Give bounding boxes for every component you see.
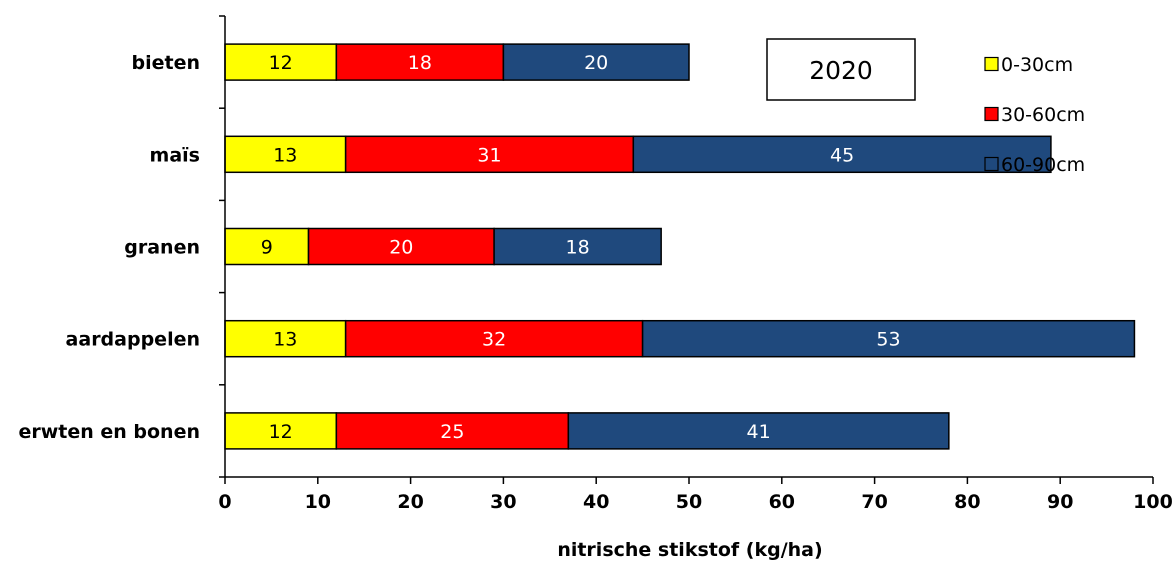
legend-swatch	[984, 106, 999, 122]
bar-segment	[567, 412, 950, 450]
category-label: maïs	[150, 144, 200, 166]
bar-value-label: 25	[440, 421, 464, 443]
x-tick-label: 70	[861, 491, 887, 513]
bar-value-label: 41	[747, 421, 771, 443]
legend-swatch	[984, 156, 999, 172]
bar-segment	[502, 43, 690, 81]
bar-value-label: 20	[584, 52, 608, 74]
x-tick-label: 40	[583, 491, 609, 513]
bar-value-label: 31	[477, 144, 501, 166]
x-tick-label: 80	[954, 491, 980, 513]
bars-group: 12 18 20 13 31 45 9 20 18 13 32 53 12 25 41	[224, 43, 1136, 450]
bar-value-label: 13	[273, 144, 297, 166]
legend: 0-30cm 30-60cm 60-90cm	[984, 54, 1085, 176]
x-axis-title: nitrische stikstof (kg/ha)	[557, 539, 822, 561]
bar-segment	[632, 135, 1052, 174]
bar-segment	[224, 319, 347, 358]
category-label: aardappelen	[66, 329, 200, 351]
x-tick-label: 0	[218, 491, 231, 513]
bar-value-label: 53	[876, 329, 900, 351]
x-tick-label: 50	[676, 491, 702, 513]
bar-segment	[493, 227, 662, 266]
bar-value-label: 20	[389, 237, 413, 259]
bar-segment	[641, 319, 1136, 358]
legend-swatch	[984, 56, 999, 72]
bar-segment	[224, 227, 310, 266]
bar-value-label: 18	[566, 237, 590, 259]
legend-label: 0-30cm	[1001, 54, 1073, 76]
bar-segment	[335, 412, 570, 450]
axes-group	[219, 15, 1154, 484]
bar-value-label: 12	[269, 52, 293, 74]
bar-segment	[224, 412, 338, 450]
x-tick-label: 30	[490, 491, 516, 513]
x-tick-label: 100	[1133, 491, 1173, 513]
bar-segment	[344, 135, 635, 174]
category-label: bieten	[132, 52, 201, 74]
bar-value-label: 12	[269, 421, 293, 443]
category-label: erwten en bonen	[18, 421, 200, 443]
year-annotation-text: 2020	[809, 56, 873, 85]
x-tick-label: 20	[397, 491, 423, 513]
category-labels: bieten maïs granen aardappelen erwten en bon…	[18, 52, 200, 443]
x-tick-label: 10	[305, 491, 331, 513]
category-label: granen	[124, 237, 200, 259]
x-tick-label: 60	[769, 491, 795, 513]
bar-value-label: 32	[482, 329, 506, 351]
bar-value-label: 9	[261, 237, 273, 259]
legend-label: 30-60cm	[1001, 104, 1085, 126]
bar-value-label: 18	[408, 52, 432, 74]
year-annotation-frame	[766, 38, 916, 101]
bar-segment	[335, 43, 505, 81]
bar-value-label: 45	[830, 144, 854, 166]
x-tick-labels: 0 10 20 30 40 50 60 70 80 90 100	[218, 491, 1172, 513]
x-tick-label: 90	[1047, 491, 1073, 513]
bar-value-label: 13	[273, 329, 297, 351]
legend-label: 60-90cm	[1001, 154, 1085, 176]
year-annotation-box: 2020	[766, 38, 916, 101]
bar-segment	[307, 227, 495, 266]
